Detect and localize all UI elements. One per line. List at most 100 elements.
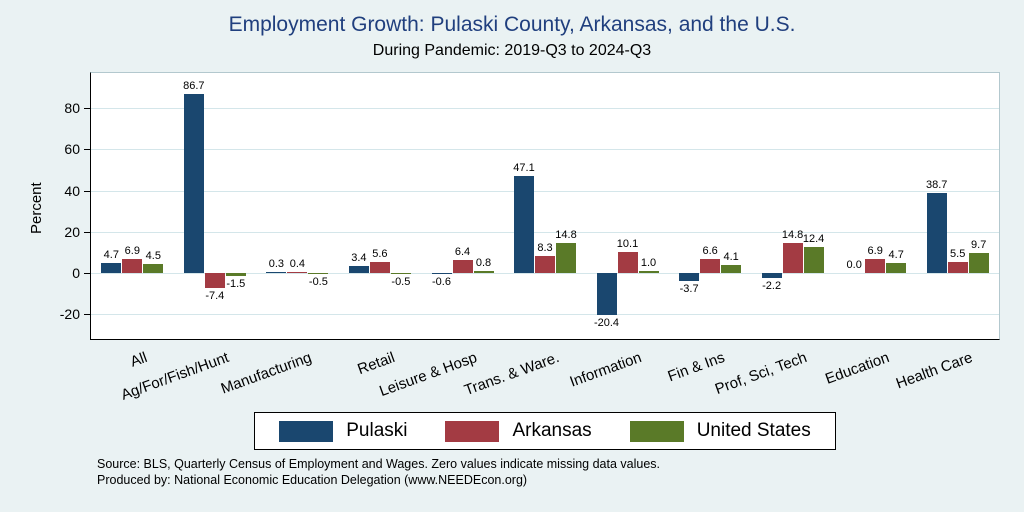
source-notes: Source: BLS, Quarterly Census of Employm… bbox=[97, 456, 660, 489]
bar-value-label: 14.8 bbox=[555, 228, 577, 241]
legend-item-arkansas: Arkansas bbox=[445, 420, 592, 442]
x-category-label: Information bbox=[567, 349, 645, 391]
y-tick-label: 20 bbox=[64, 223, 80, 240]
bar-united-states bbox=[390, 273, 411, 274]
bar-value-label: 4.5 bbox=[145, 249, 161, 262]
bar-united-states bbox=[638, 271, 659, 274]
y-tick-label: 40 bbox=[64, 182, 80, 199]
bar-pulaski bbox=[348, 266, 369, 273]
bar-pulaski bbox=[101, 263, 122, 273]
bar-united-states bbox=[803, 247, 824, 273]
x-category-label: Education bbox=[823, 349, 893, 388]
x-category-label: Prof, Sci, Tech bbox=[712, 349, 810, 398]
y-tick-mark bbox=[84, 108, 90, 110]
x-category-label: Trans. & Ware. bbox=[462, 349, 562, 400]
y-axis-title: Percent bbox=[28, 182, 45, 234]
x-category-label: All bbox=[127, 349, 150, 371]
bar-value-label: 0.0 bbox=[846, 259, 862, 271]
bar-arkansas bbox=[122, 258, 143, 273]
bar-arkansas bbox=[700, 259, 721, 273]
legend-label-pulaski: Pulaski bbox=[346, 420, 408, 441]
y-tick-label: 80 bbox=[64, 100, 80, 117]
bar-united-states bbox=[886, 263, 907, 273]
bar-value-label: 5.6 bbox=[372, 247, 388, 260]
bar-arkansas bbox=[535, 255, 555, 273]
bar-value-label: 1.0 bbox=[640, 257, 657, 269]
bar-value-label: -0.6 bbox=[432, 276, 451, 289]
x-category-label: Retail bbox=[354, 349, 397, 379]
bar-value-label: 8.3 bbox=[537, 241, 553, 254]
legend-item-pulaski: Pulaski bbox=[279, 420, 407, 442]
bar-value-label: 4.7 bbox=[103, 249, 119, 262]
bar-united-states bbox=[556, 242, 576, 273]
legend: Pulaski Arkansas United States bbox=[254, 412, 836, 450]
legend-wrap: Pulaski Arkansas United States bbox=[90, 412, 1000, 450]
legend-swatch-pulaski bbox=[279, 420, 334, 442]
legend-swatch-arkansas bbox=[445, 420, 500, 442]
bar-arkansas bbox=[452, 259, 473, 273]
gridline bbox=[91, 108, 999, 110]
bar-value-label: -2.2 bbox=[762, 279, 782, 292]
bar-pulaski bbox=[266, 272, 287, 274]
bar-value-label: -1.5 bbox=[226, 278, 246, 291]
bar-pulaski bbox=[761, 273, 782, 278]
bar-pulaski bbox=[183, 94, 204, 273]
bar-arkansas bbox=[947, 261, 968, 273]
bar-value-label: -3.7 bbox=[679, 282, 699, 295]
bar-value-label: 6.6 bbox=[702, 245, 718, 258]
legend-label-arkansas: Arkansas bbox=[512, 420, 592, 441]
y-tick-mark bbox=[84, 149, 90, 151]
bar-value-label: -0.5 bbox=[391, 276, 411, 288]
legend-swatch-united-states bbox=[629, 420, 684, 442]
y-tick-label: 60 bbox=[64, 141, 80, 158]
bar-arkansas bbox=[204, 273, 225, 289]
bar-arkansas bbox=[782, 242, 803, 273]
bar-value-label: 0.3 bbox=[268, 258, 285, 271]
bar-arkansas bbox=[287, 272, 308, 274]
chart-subtitle: During Pandemic: 2019-Q3 to 2024-Q3 bbox=[372, 42, 652, 59]
bar-pulaski bbox=[514, 175, 534, 273]
gridline bbox=[91, 273, 999, 274]
bar-value-label: -7.4 bbox=[205, 290, 225, 303]
x-category-label: Health Care bbox=[893, 349, 975, 393]
legend-label-united-states: United States bbox=[696, 420, 811, 441]
bar-united-states bbox=[143, 263, 164, 273]
bar-value-label: -0.5 bbox=[308, 276, 328, 288]
bar-united-states bbox=[721, 264, 742, 274]
x-axis-labels: All Ag/For/Fish/Hunt Manufacturing Retail Le… bbox=[90, 341, 1000, 413]
x-category-label: Manufacturing bbox=[219, 349, 315, 398]
bar-value-label: 14.8 bbox=[781, 228, 804, 241]
gridline bbox=[91, 314, 999, 316]
bar-united-states bbox=[225, 273, 246, 277]
legend-item-united-states: United States bbox=[629, 420, 811, 442]
bar-value-label: 86.7 bbox=[183, 80, 205, 93]
source-note-line2: Produced by: National Economic Education… bbox=[97, 473, 528, 488]
bar-value-label: 9.7 bbox=[971, 239, 987, 251]
bar-value-label: 10.1 bbox=[616, 238, 639, 251]
bar-value-label: -20.4 bbox=[593, 317, 620, 330]
bar-arkansas bbox=[617, 252, 638, 273]
bar-value-label: 6.9 bbox=[867, 244, 883, 257]
gridline bbox=[91, 231, 999, 233]
source-note-line1: Source: BLS, Quarterly Census of Employm… bbox=[97, 457, 661, 471]
y-tick-mark bbox=[84, 190, 90, 192]
bar-value-label: 3.4 bbox=[351, 252, 367, 264]
bar-pulaski bbox=[679, 273, 700, 281]
bar-united-states bbox=[473, 271, 494, 273]
bar-arkansas bbox=[369, 261, 390, 273]
bar-value-label: 47.1 bbox=[513, 161, 535, 174]
y-tick-label: 0 bbox=[72, 265, 80, 281]
y-tick-mark bbox=[84, 231, 90, 233]
gridline bbox=[91, 149, 999, 151]
bar-value-label: 0.8 bbox=[475, 257, 492, 270]
y-tick-mark bbox=[84, 314, 90, 316]
bar-united-states bbox=[968, 253, 989, 273]
chart-title: Employment Growth: Pulaski County, Arkan… bbox=[228, 13, 796, 36]
bar-value-label: 4.7 bbox=[888, 249, 904, 262]
bar-pulaski bbox=[596, 273, 617, 316]
bar-value-label: 4.1 bbox=[723, 250, 739, 263]
bar-value-label: 12.4 bbox=[802, 233, 825, 246]
bar-arkansas bbox=[865, 258, 886, 273]
y-tick-mark bbox=[84, 273, 90, 274]
